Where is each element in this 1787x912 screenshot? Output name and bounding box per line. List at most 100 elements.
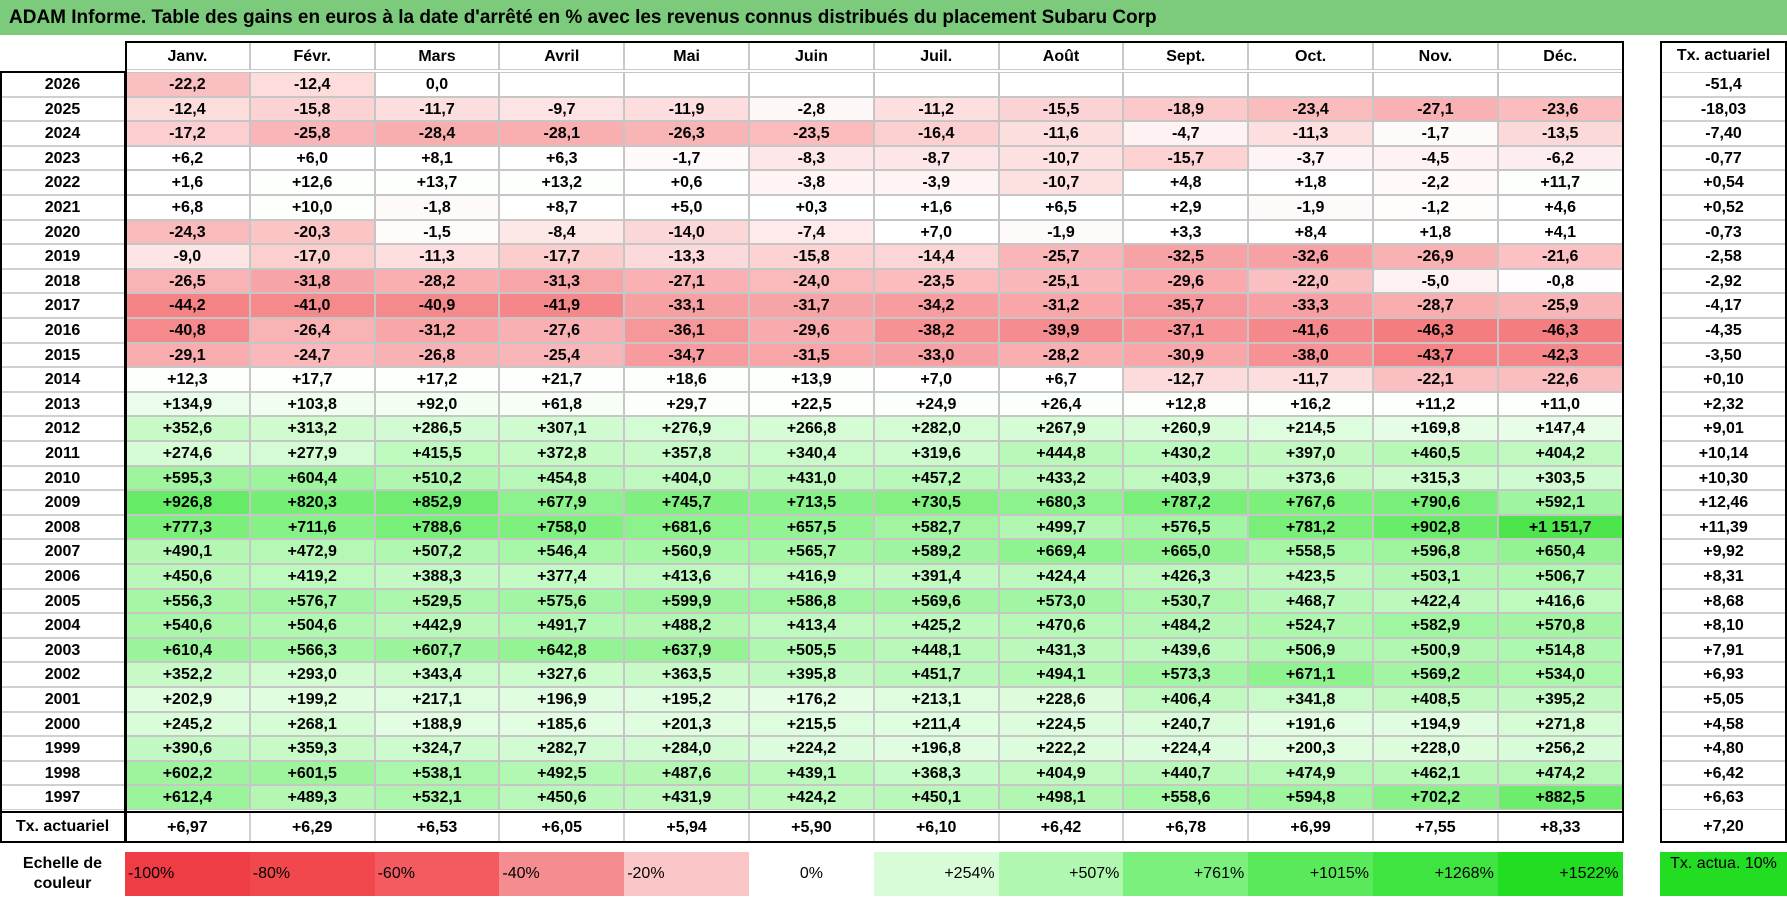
row-tx-value: +8,31: [1660, 564, 1787, 589]
heat-cell: +7,0: [873, 219, 999, 245]
heat-cell: +196,9: [499, 687, 625, 712]
heat-cell: -29,6: [1123, 268, 1249, 294]
heat-cell: +450,6: [499, 785, 625, 810]
heat-cell: +6,5: [998, 195, 1124, 220]
heat-cell: +1,8: [1248, 170, 1373, 195]
heat-cell: +470,6: [998, 613, 1124, 638]
heat-cell: -1,8: [374, 195, 500, 220]
heat-cell: -4,7: [1123, 121, 1249, 146]
heat-cell: +282,0: [873, 416, 999, 441]
heat-cell: +582,9: [1373, 613, 1498, 638]
row-year-label: 2002: [0, 662, 125, 687]
scale-swatch: 0%: [749, 852, 874, 896]
heat-cell: +492,5: [499, 760, 625, 786]
heat-cell: -32,5: [1123, 244, 1249, 269]
heat-cell: -12,7: [1123, 367, 1249, 392]
heat-cell: +902,8: [1373, 514, 1498, 540]
heat-cell: +671,1: [1248, 662, 1373, 687]
row-year-label: 2005: [0, 588, 125, 614]
heat-cell: [1248, 72, 1373, 97]
row-year-label: 2019: [0, 244, 125, 269]
heat-cell: +494,1: [998, 662, 1124, 687]
heat-cell: +282,7: [499, 736, 625, 761]
heat-cell: +586,8: [749, 588, 874, 614]
heat-cell: +1 151,7: [1497, 514, 1623, 540]
heat-cell: -33,3: [1248, 293, 1373, 318]
heat-cell: +293,0: [249, 662, 375, 687]
heat-cell: +201,3: [624, 711, 749, 737]
heat-cell: -23,6: [1497, 96, 1623, 122]
heat-cell: -31,2: [374, 318, 500, 343]
heat-cell: +450,6: [125, 564, 250, 589]
heat-cell: -4,5: [1373, 145, 1498, 171]
heat-cell: +534,0: [1497, 662, 1623, 687]
heat-cell: -28,7: [1373, 293, 1498, 318]
heat-cell: +395,8: [749, 662, 874, 687]
summary-cell: +6,53: [374, 812, 500, 842]
heat-cell: +3,3: [1123, 219, 1249, 245]
heat-cell: 0,0: [374, 72, 500, 97]
heat-cell: +556,3: [125, 588, 250, 614]
heat-cell: +341,8: [1248, 687, 1373, 712]
heat-cell: -41,6: [1248, 318, 1373, 343]
heat-cell: +450,1: [873, 785, 999, 810]
heat-cell: +372,8: [499, 441, 625, 466]
heat-cell: +657,5: [749, 514, 874, 540]
heat-cell: +266,8: [749, 416, 874, 441]
heat-cell: -6,2: [1497, 145, 1623, 171]
heat-cell: -9,7: [499, 96, 625, 122]
heat-cell: +13,7: [374, 170, 500, 195]
heat-cell: +191,6: [1248, 711, 1373, 737]
heat-cell: -11,3: [1248, 121, 1373, 146]
heat-cell: -14,4: [873, 244, 999, 269]
heat-cell: -1,9: [998, 219, 1124, 245]
row-year-label: 2009: [0, 490, 125, 515]
row-year-label: 2025: [0, 96, 125, 122]
heat-cell: +540,6: [125, 613, 250, 638]
heat-cell: +787,2: [1123, 490, 1249, 515]
heat-cell: +570,8: [1497, 613, 1623, 638]
heat-cell: +224,5: [998, 711, 1124, 737]
heat-cell: +26,4: [998, 391, 1124, 417]
heat-cell: +307,1: [499, 416, 625, 441]
summary-cell: +5,94: [624, 812, 749, 842]
heat-cell: -12,4: [125, 96, 250, 122]
heat-cell: +202,9: [125, 687, 250, 712]
heat-cell: +758,0: [499, 514, 625, 540]
heat-cell: +245,2: [125, 711, 250, 737]
heat-cell: -11,2: [873, 96, 999, 122]
heat-cell: +454,8: [499, 465, 625, 491]
row-tx-value: +6,63: [1660, 785, 1787, 810]
scale-swatch: -20%: [624, 852, 749, 896]
row-year-label: 2008: [0, 514, 125, 540]
heat-cell: +303,5: [1497, 465, 1623, 491]
heat-cell: [1497, 72, 1623, 97]
summary-row-label: Tx. actuariel: [15, 818, 110, 835]
heat-cell: +505,5: [749, 637, 874, 663]
heat-cell: -23,5: [873, 268, 999, 294]
scale-swatch: -40%: [499, 852, 625, 896]
row-year-label: 2022: [0, 170, 125, 195]
heat-cell: +767,6: [1248, 490, 1373, 515]
heat-cell: +8,4: [1248, 219, 1373, 245]
heat-cell: -22,1: [1373, 367, 1498, 392]
heat-cell: -25,4: [499, 342, 625, 368]
heat-cell: +546,4: [499, 539, 625, 564]
heat-cell: +21,7: [499, 367, 625, 392]
heat-cell: -17,7: [499, 244, 625, 269]
heat-cell: +788,6: [374, 514, 500, 540]
heat-cell: -15,7: [1123, 145, 1249, 171]
heat-cell: +169,8: [1373, 416, 1498, 441]
heat-cell: -27,1: [1373, 96, 1498, 122]
heat-cell: +195,2: [624, 687, 749, 712]
heat-cell: +506,7: [1497, 564, 1623, 589]
column-header: Avril: [499, 42, 625, 70]
summary-cell: +6,10: [873, 812, 999, 842]
heat-cell: +8,7: [499, 195, 625, 220]
heat-cell: -3,7: [1248, 145, 1373, 171]
heat-cell: -28,1: [499, 121, 625, 146]
heat-cell: +582,7: [873, 514, 999, 540]
heat-cell: +277,9: [249, 441, 375, 466]
row-tx-value: +8,68: [1660, 588, 1787, 614]
heat-cell: -29,6: [749, 318, 874, 343]
